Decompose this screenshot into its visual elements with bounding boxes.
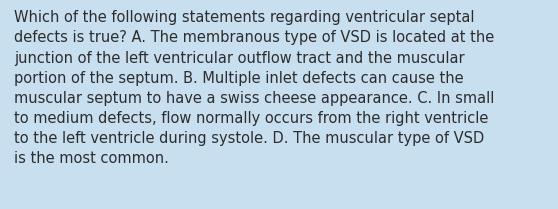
Text: Which of the following statements regarding ventricular septal
defects is true? : Which of the following statements regard…: [14, 10, 494, 166]
